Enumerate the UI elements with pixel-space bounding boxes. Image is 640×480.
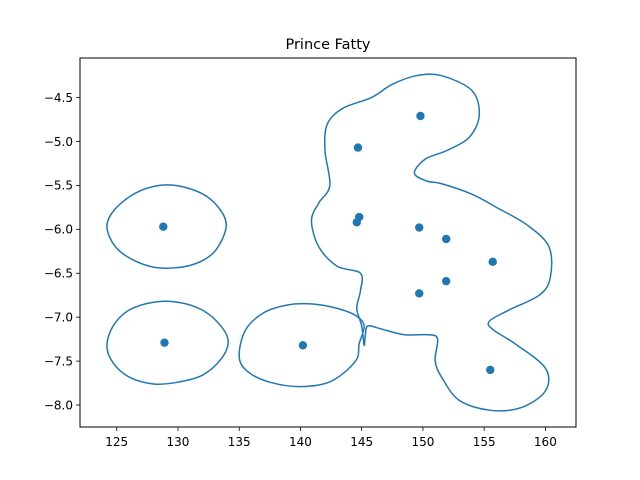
- data-point-7: [416, 111, 425, 121]
- contour-layer: [106, 73, 553, 412]
- data-point-9: [441, 234, 451, 244]
- data-point-13: [486, 365, 495, 375]
- data-point-8: [415, 223, 424, 232]
- plot-frame: [79, 57, 577, 428]
- data-point-11: [441, 276, 451, 286]
- x-tick-label: 140: [289, 435, 312, 449]
- data-point-1: [159, 222, 168, 231]
- y-tick-label: −8.0: [44, 398, 73, 412]
- data-point-4: [353, 143, 363, 152]
- y-tick-label: −5.5: [44, 179, 73, 193]
- x-tick-label: 145: [350, 435, 373, 449]
- x-tick-label: 135: [228, 435, 251, 449]
- x-tick-label: 150: [411, 435, 434, 449]
- y-tick-label: −6.0: [44, 223, 73, 237]
- data-point-10: [488, 257, 497, 267]
- x-tick-label: 125: [105, 435, 128, 449]
- y-tick-label: −4.5: [44, 91, 73, 105]
- x-tick-label: 155: [473, 435, 496, 449]
- y-tick-label: −7.0: [44, 310, 73, 324]
- data-point-2: [160, 338, 169, 347]
- contour-line-1: [106, 184, 228, 269]
- contour-line-3: [238, 302, 365, 388]
- data-point-6: [352, 218, 361, 227]
- x-tick-label: 130: [167, 435, 190, 449]
- point-layer: [159, 111, 497, 375]
- y-tick-label: −6.5: [44, 267, 73, 281]
- x-tick-label: 160: [534, 435, 557, 449]
- data-point-3: [298, 341, 308, 350]
- y-tick-label: −5.0: [44, 135, 73, 149]
- tick-layer: 125 130 135 140 145 150 155 160 −4.5 −5.0 −5.5 −6.0…: [44, 91, 557, 449]
- contour-line-2: [106, 300, 229, 386]
- data-point-12: [415, 289, 424, 298]
- chart-title: Prince Fatty: [285, 37, 370, 53]
- contour-line-4: [310, 73, 553, 412]
- y-tick-label: −7.5: [44, 354, 73, 368]
